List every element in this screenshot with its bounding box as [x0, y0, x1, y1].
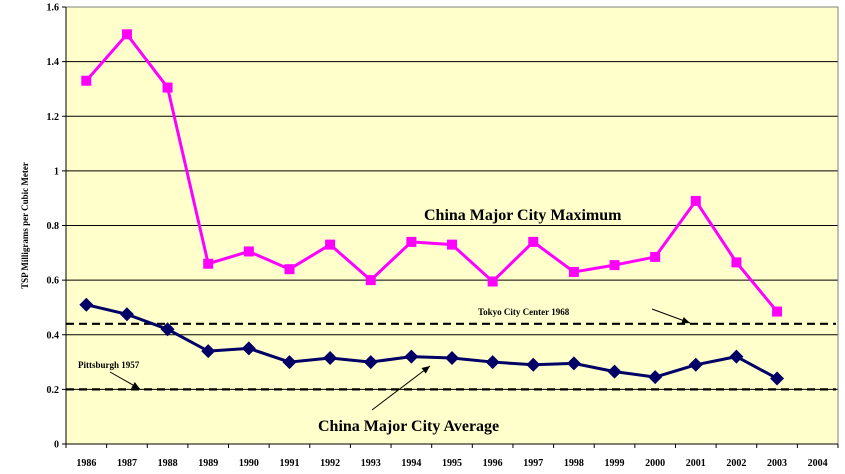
data-point-square — [650, 251, 661, 262]
data-point-square — [162, 82, 173, 93]
x-tick-label: 1993 — [361, 458, 381, 469]
y-tick-label: 0.6 — [47, 276, 60, 287]
series-line-average — [85, 303, 778, 380]
data-point-diamond — [79, 297, 94, 312]
x-tick-label: 1989 — [198, 458, 218, 469]
x-tick-label: 1999 — [605, 458, 625, 469]
x-tick-label: 1990 — [239, 458, 259, 469]
data-point-square — [690, 195, 701, 206]
y-tick-label: 1.4 — [47, 57, 60, 68]
data-point-square — [772, 306, 783, 317]
data-series — [79, 29, 785, 386]
x-tick-label: 1998 — [564, 458, 584, 469]
data-point-square — [487, 276, 498, 287]
average-arrow — [371, 365, 431, 411]
data-point-diamond — [201, 344, 216, 359]
y-tick-label: 0.8 — [47, 221, 60, 232]
data-point-diamond — [485, 355, 500, 370]
axes — [62, 6, 839, 448]
x-tick-label: 2001 — [686, 458, 706, 469]
reference-label-pittsburgh: Pittsburgh 1957 — [78, 360, 140, 370]
x-tick-label: 1986 — [76, 458, 96, 469]
x-tick-label: 1991 — [279, 458, 299, 469]
x-tick-label: 1992 — [320, 458, 340, 469]
data-point-square — [609, 260, 620, 271]
data-point-diamond — [526, 357, 541, 372]
data-point-diamond — [323, 350, 338, 365]
x-tick-labels: 1986 1987 1988 1989 1990 1991 1992 1993 1994 1995… — [76, 458, 827, 469]
y-tick-label: 1 — [54, 166, 59, 177]
data-point-diamond — [363, 355, 378, 370]
data-point-square — [81, 75, 92, 86]
x-tick-label: 1996 — [483, 458, 503, 469]
x-tick-label: 1995 — [442, 458, 462, 469]
data-point-square — [528, 236, 539, 247]
data-point-square — [406, 236, 417, 247]
data-point-diamond — [566, 356, 581, 371]
data-point-square — [325, 239, 336, 250]
y-tick-labels: 0 0.2 0.4 0.6 0.8 1 1.2 1.4 1.6 — [47, 3, 60, 451]
average-arrow-head — [421, 366, 430, 374]
data-point-square — [243, 246, 254, 257]
y-tick-label: 1.2 — [47, 112, 60, 123]
data-point-square — [203, 258, 214, 269]
x-tick-label: 2002 — [726, 458, 746, 469]
series-label-average: China Major City Average — [318, 418, 499, 435]
x-tick-label: 1994 — [401, 458, 421, 469]
data-point-diamond — [241, 341, 256, 356]
y-tick-label: 1.6 — [47, 3, 60, 14]
reference-label-tokyo: Tokyo City Center 1968 — [478, 307, 570, 317]
data-point-diamond — [688, 357, 703, 372]
data-point-diamond — [729, 349, 744, 364]
data-point-square — [121, 29, 132, 40]
x-tick-label: 2004 — [808, 458, 828, 469]
x-tick-label: 2000 — [645, 458, 665, 469]
data-point-diamond — [119, 307, 134, 322]
x-tick-label: 1997 — [523, 458, 543, 469]
y-axis-label: TSP Milligrams per Cubic Meter — [20, 162, 30, 289]
data-point-diamond — [160, 322, 175, 337]
x-tick-label: 1988 — [158, 458, 178, 469]
annotations: TSP Milligrams per Cubic Meter China Maj… — [20, 162, 691, 435]
data-point-diamond — [282, 355, 297, 370]
data-point-square — [447, 239, 457, 250]
x-tick-label: 2003 — [767, 458, 787, 469]
data-point-diamond — [648, 370, 663, 385]
data-point-square — [365, 275, 376, 286]
data-point-square — [568, 266, 579, 277]
series-label-maximum: China Major City Maximum — [424, 207, 622, 224]
tokyo-arrow-head — [681, 316, 690, 324]
y-tick-label: 0.2 — [47, 385, 60, 396]
data-point-square — [731, 257, 742, 268]
data-point-diamond — [607, 364, 622, 379]
data-point-diamond — [770, 371, 785, 386]
series-line-maximum — [85, 31, 779, 313]
y-tick-label: 0 — [54, 440, 59, 451]
data-point-square — [284, 264, 295, 275]
y-tick-label: 0.4 — [47, 330, 60, 341]
data-point-diamond — [404, 349, 419, 364]
data-point-diamond — [445, 350, 459, 365]
x-tick-label: 1987 — [117, 458, 137, 469]
reference-lines — [66, 322, 836, 391]
pittsburgh-arrow-head — [131, 382, 140, 389]
